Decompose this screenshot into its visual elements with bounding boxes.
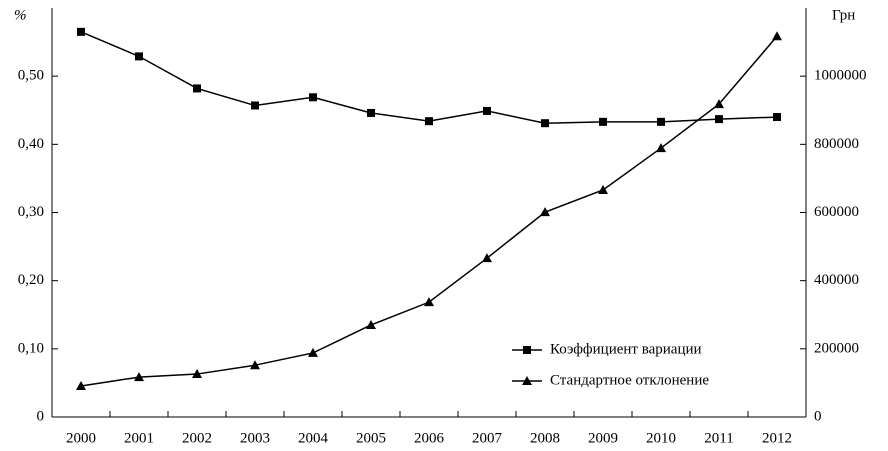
data-point [715, 115, 723, 124]
y2-tick-label: 0 [814, 408, 822, 424]
data-point [773, 113, 781, 122]
x-tick-label: 2001 [124, 430, 154, 446]
y2-tick-label: 600000 [814, 204, 859, 220]
data-point [309, 93, 317, 102]
y2-tick-label: 800000 [814, 136, 859, 152]
data-point [424, 297, 434, 307]
data-point [598, 185, 608, 195]
data-point [714, 99, 724, 109]
data-point [541, 119, 549, 128]
y2-axis-label: Грн [832, 7, 855, 23]
data-point [77, 27, 85, 36]
series-line [80, 31, 778, 124]
x-tick-label: 2002 [182, 430, 212, 446]
y-tick-label: 0,40 [18, 136, 44, 152]
x-tick-label: 2003 [240, 430, 270, 446]
y2-tick-label: 400000 [814, 272, 859, 288]
y2-tick-label: 200000 [814, 340, 859, 356]
data-point [251, 101, 259, 110]
data-point [656, 143, 666, 153]
data-point [366, 319, 376, 329]
x-tick-label: 2006 [414, 430, 445, 446]
data-point [483, 106, 491, 115]
data-point [135, 52, 143, 61]
y-tick-label: 0,10 [18, 340, 44, 356]
x-tick-label: 2000 [66, 430, 96, 446]
data-point [193, 84, 201, 93]
y-tick-label: 0,20 [18, 272, 44, 288]
y-axis-label: % [14, 7, 27, 23]
y-tick-label: 0,30 [18, 204, 44, 220]
data-point [772, 31, 782, 41]
y2-tick-label: 1000000 [814, 68, 867, 84]
data-point [308, 347, 318, 357]
data-point [482, 253, 492, 263]
data-point [134, 372, 144, 382]
data-point [192, 369, 202, 379]
x-tick-label: 2010 [646, 430, 676, 446]
x-tick-label: 2005 [356, 430, 386, 446]
data-point [76, 380, 86, 390]
series-line [80, 35, 778, 387]
x-tick-label: 2012 [762, 430, 792, 446]
x-tick-label: 2008 [530, 430, 560, 446]
data-point [540, 207, 550, 217]
data-point [367, 108, 375, 117]
legend-label: Коэффициент вариации [550, 341, 702, 357]
x-tick-label: 2007 [472, 430, 503, 446]
legend-marker [523, 346, 531, 354]
legend-label: Стандартное отклонение [550, 372, 709, 388]
data-point [599, 117, 607, 126]
x-tick-label: 2011 [704, 430, 733, 446]
data-point [657, 117, 665, 126]
y-tick-label: 0 [37, 408, 45, 424]
x-tick-label: 2009 [588, 430, 618, 446]
data-point [425, 117, 433, 126]
data-point [250, 360, 260, 370]
x-tick-label: 2004 [298, 430, 329, 446]
legend-marker [522, 376, 532, 385]
y-tick-label: 0,50 [18, 68, 44, 84]
